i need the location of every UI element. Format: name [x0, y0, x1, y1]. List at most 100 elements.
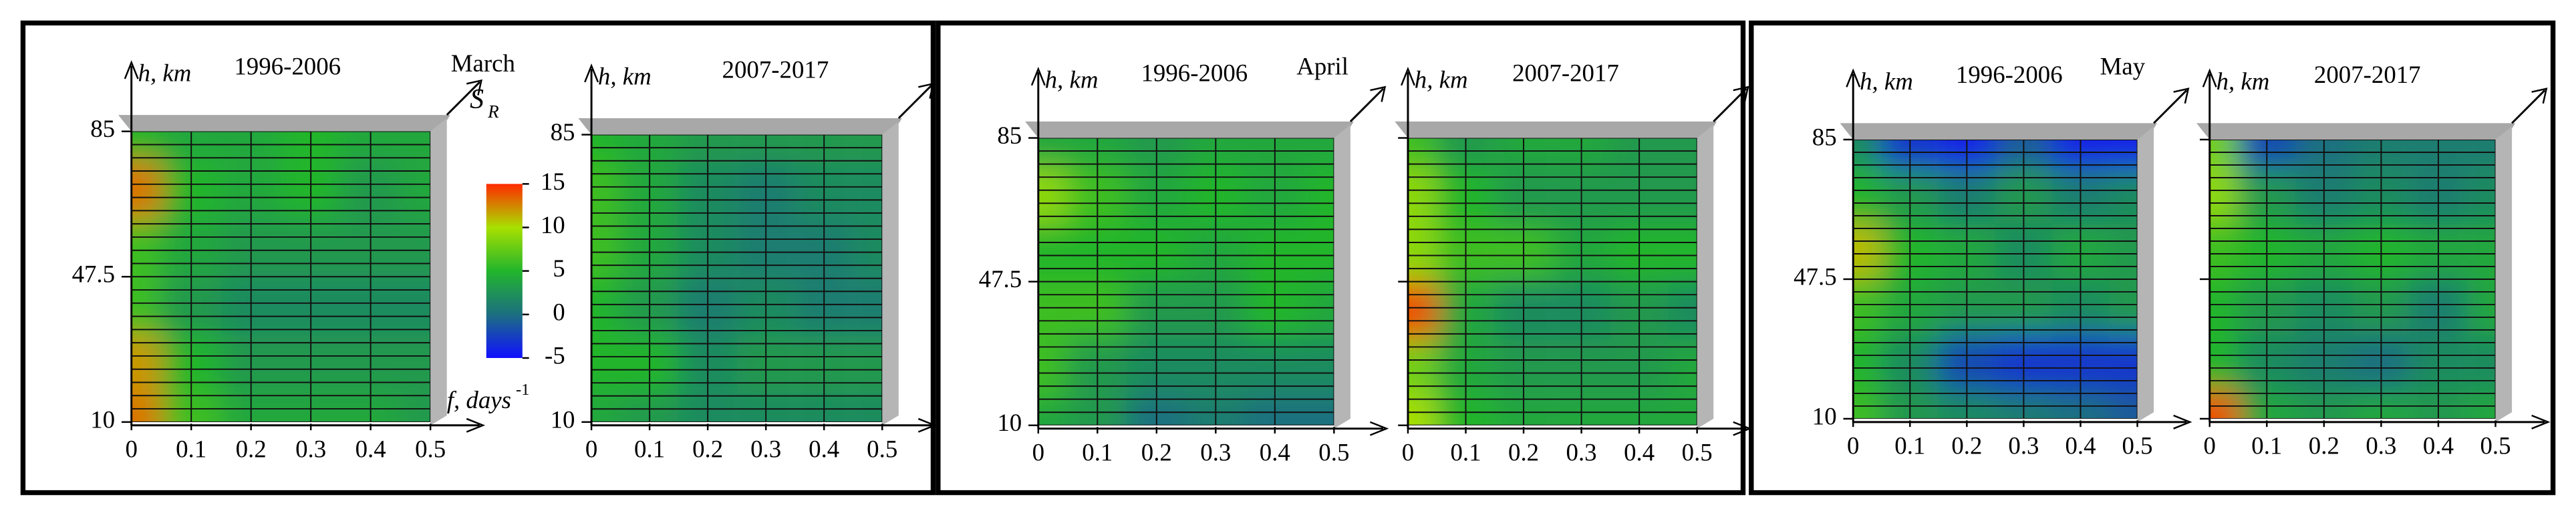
- arrow: [1846, 68, 1861, 88]
- x-tick-label: 0.3: [2366, 432, 2396, 460]
- cell: [2109, 279, 2138, 335]
- cell: [2466, 335, 2496, 391]
- cell: [591, 335, 621, 393]
- cell: [400, 393, 431, 422]
- arrow: [466, 417, 486, 433]
- cell: [2209, 335, 2239, 391]
- colorbar-tick-label: 15: [541, 168, 565, 195]
- arrow: [584, 63, 599, 83]
- surface-side: [882, 121, 899, 425]
- y-axis-label: h, km: [1045, 65, 1099, 93]
- cell: [2209, 223, 2239, 279]
- x-tick-label: 0.5: [1318, 438, 1349, 466]
- cell: [1668, 224, 1697, 282]
- cell: [1668, 281, 1697, 339]
- x-tick-label: 0.4: [1624, 438, 1655, 466]
- cell: [1668, 166, 1697, 224]
- x-tick-label: 0.4: [2423, 432, 2454, 460]
- cell: [1304, 224, 1334, 282]
- x-tick-label: 0.3: [295, 435, 326, 463]
- depth-axis: [1713, 88, 1747, 122]
- surface: [131, 131, 431, 422]
- cell: [1668, 396, 1697, 425]
- surface: [2209, 139, 2496, 419]
- panel-title: 1996-2006: [1956, 61, 2063, 88]
- arrow: [1370, 85, 1387, 102]
- cell: [2209, 139, 2239, 168]
- cell: [1407, 396, 1437, 425]
- x-tick-label: 0: [1032, 438, 1044, 466]
- month-label: April: [1296, 53, 1348, 80]
- cell: [2209, 279, 2239, 335]
- cell: [1668, 339, 1697, 397]
- cell: [2466, 139, 2496, 168]
- colorbar-label-sub: R: [487, 102, 499, 122]
- month-label: March: [451, 49, 515, 77]
- cell: [2109, 391, 2138, 419]
- arrow: [918, 82, 935, 99]
- colorbar-tick-label: 0: [553, 298, 565, 325]
- x-tick-label: 0.2: [1951, 432, 1982, 460]
- cell: [2209, 167, 2239, 224]
- cell: [853, 278, 883, 336]
- x-tick-label: 0.3: [1200, 438, 1231, 466]
- cell: [591, 393, 621, 422]
- y-axis-label: h, km: [138, 59, 192, 87]
- x-tick-label: 0.2: [1141, 438, 1172, 466]
- depth-axis: [2511, 90, 2546, 124]
- y-tick-label: 10: [551, 405, 575, 433]
- surface: [591, 134, 883, 422]
- x-tick-label: 0.5: [2480, 432, 2511, 460]
- arrow: [2202, 68, 2217, 88]
- cell: [400, 160, 431, 219]
- cell: [131, 218, 162, 277]
- cell: [853, 134, 883, 164]
- x-tick-label: 0.4: [1260, 438, 1290, 466]
- cell: [2109, 223, 2138, 279]
- colorbar: [486, 184, 523, 358]
- arrow: [1400, 66, 1415, 86]
- cell: [400, 277, 431, 335]
- colorbar-tick-label: 5: [553, 254, 565, 282]
- x-axis-label-sup: -1: [516, 381, 529, 399]
- x-tick-label: 0.4: [809, 435, 839, 463]
- cell: [2109, 139, 2138, 168]
- cell: [1038, 396, 1068, 425]
- depth-axis: [446, 81, 480, 116]
- depth-axis: [897, 84, 933, 120]
- arrow: [1733, 85, 1749, 102]
- y-axis-label: h, km: [1415, 65, 1468, 93]
- panel-frame: [20, 20, 936, 496]
- cell: [131, 131, 162, 161]
- surface-side: [1697, 124, 1714, 429]
- cell: [131, 335, 162, 393]
- cell: [1853, 279, 1882, 335]
- cell: [1304, 138, 1334, 167]
- cell: [2466, 223, 2496, 279]
- arrow: [1369, 421, 1389, 436]
- surface-blur: [1407, 138, 1697, 425]
- cell: [131, 277, 162, 335]
- arrow: [2173, 414, 2192, 429]
- surface-top: [1840, 123, 2158, 140]
- y-tick-label: 85: [90, 115, 115, 142]
- cell: [1038, 339, 1068, 397]
- y-tick-label: 85: [1812, 123, 1837, 150]
- x-tick-label: 0.2: [2309, 432, 2339, 460]
- x-tick-label: 0.1: [1450, 438, 1481, 466]
- cell: [1668, 138, 1697, 167]
- cell: [1038, 281, 1068, 339]
- y-axis-label: h, km: [2216, 67, 2270, 95]
- cell: [1407, 281, 1437, 339]
- x-tick-label: 0.3: [1566, 438, 1597, 466]
- surface-top: [2196, 123, 2516, 140]
- cell: [1853, 391, 1882, 419]
- cell: [400, 218, 431, 277]
- arrow: [2531, 88, 2548, 104]
- cell: [853, 335, 883, 393]
- surface-side: [2137, 126, 2154, 422]
- y-tick-label: 85: [551, 118, 575, 146]
- x-tick-label: 0.1: [634, 435, 665, 463]
- cell: [1038, 166, 1068, 224]
- colorbar-label: S: [470, 84, 484, 115]
